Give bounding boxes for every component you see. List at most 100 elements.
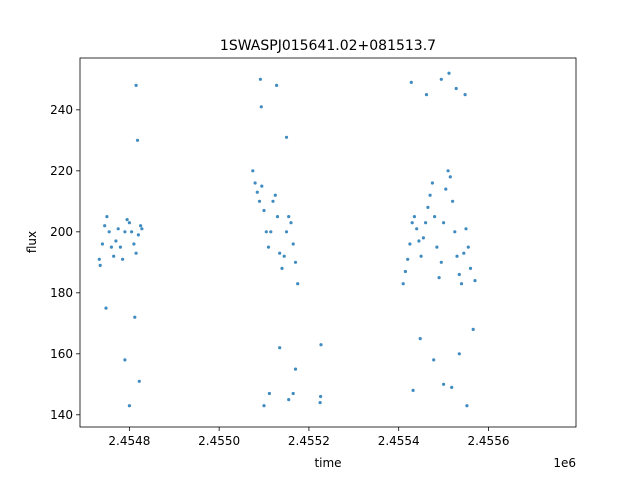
data-point [284, 230, 289, 234]
data-point [293, 367, 298, 371]
data-point [282, 254, 286, 258]
data-point [439, 77, 443, 81]
data-point [140, 227, 144, 231]
data-point [112, 254, 116, 258]
data-point [457, 272, 461, 277]
data-point [466, 245, 470, 249]
x-axis-offset-label: 1e6 [553, 456, 576, 470]
data-point [447, 71, 451, 75]
data-point [284, 135, 289, 139]
data-point [267, 391, 271, 396]
data-point [134, 251, 138, 255]
data-points [97, 71, 477, 408]
data-point [437, 276, 441, 280]
data-point [442, 221, 446, 225]
data-point [464, 227, 468, 231]
data-point [114, 239, 118, 243]
y-axis-label: flux [25, 231, 39, 253]
data-point [409, 80, 413, 84]
data-point [127, 221, 131, 225]
y-tick-label: 200 [50, 225, 73, 239]
data-point [435, 245, 439, 249]
data-point [105, 215, 109, 219]
data-point [319, 343, 323, 347]
data-point [468, 266, 473, 270]
data-point [121, 257, 125, 261]
data-point [100, 242, 104, 246]
data-point [293, 260, 298, 264]
data-point [473, 279, 477, 283]
x-tick-label: 2.4556 [467, 434, 509, 448]
data-point [275, 83, 279, 87]
data-point [446, 169, 450, 173]
data-point [133, 315, 137, 319]
data-point [417, 239, 421, 243]
data-point [134, 83, 138, 87]
data-point [415, 227, 419, 231]
data-point [439, 260, 443, 264]
data-point [275, 215, 280, 219]
data-point [471, 327, 475, 331]
data-point [116, 227, 120, 231]
data-point [97, 257, 101, 261]
data-point [264, 230, 268, 234]
data-point [109, 245, 113, 249]
data-point [406, 257, 410, 261]
data-point [123, 358, 127, 362]
y-tick-label: 240 [50, 103, 73, 117]
data-point [127, 404, 131, 408]
data-point [280, 266, 284, 270]
plot-background [80, 58, 576, 427]
y-axis: 140 160 180 200 220 240 [50, 103, 80, 422]
data-point [401, 282, 405, 286]
y-tick-label: 220 [50, 164, 73, 178]
data-point [139, 224, 143, 228]
data-point [251, 169, 255, 173]
data-point [258, 77, 262, 81]
data-point [262, 208, 266, 213]
data-point [260, 184, 264, 188]
data-point [278, 251, 282, 255]
y-tick-label: 160 [50, 347, 73, 361]
data-point [135, 138, 140, 142]
data-point [453, 230, 457, 234]
data-point [118, 245, 122, 249]
data-point [103, 224, 107, 228]
data-point [412, 215, 416, 219]
data-point [450, 385, 454, 389]
chart-title: 1SWASPJ015641.02+081513.7 [220, 38, 436, 54]
data-point [444, 187, 448, 191]
data-point [419, 254, 423, 258]
data-point [421, 236, 425, 240]
y-tick-label: 140 [50, 408, 73, 422]
data-point [271, 199, 275, 203]
data-point [448, 175, 452, 179]
data-point [291, 242, 295, 246]
data-point [424, 221, 428, 225]
data-point [259, 105, 263, 109]
x-tick-label: 2.4550 [198, 434, 240, 448]
data-point [318, 401, 322, 405]
data-point [287, 215, 291, 219]
data-point [424, 93, 429, 97]
data-point [418, 337, 422, 341]
data-point [123, 230, 127, 234]
data-point [457, 352, 461, 356]
plot-frame [79, 57, 577, 428]
data-point [411, 388, 415, 392]
data-point [287, 398, 291, 402]
data-point [137, 379, 141, 383]
data-point [136, 233, 140, 237]
data-point [432, 358, 436, 362]
data-point [104, 306, 108, 310]
data-point [426, 205, 430, 209]
data-point [98, 263, 102, 267]
data-point [410, 221, 414, 225]
data-point [291, 391, 295, 396]
data-point [465, 404, 469, 408]
data-point [132, 242, 136, 246]
data-point [107, 230, 111, 234]
data-point [125, 218, 129, 222]
